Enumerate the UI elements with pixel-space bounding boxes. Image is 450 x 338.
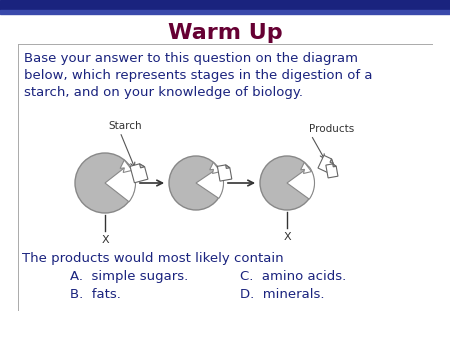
Wedge shape bbox=[105, 164, 135, 202]
Polygon shape bbox=[330, 159, 333, 164]
Text: C.  amino acids.: C. amino acids. bbox=[240, 270, 346, 283]
Text: X: X bbox=[101, 235, 109, 245]
Text: D.  minerals.: D. minerals. bbox=[240, 288, 324, 301]
Polygon shape bbox=[318, 155, 333, 173]
Polygon shape bbox=[217, 165, 232, 181]
Polygon shape bbox=[120, 160, 132, 172]
Wedge shape bbox=[196, 168, 224, 198]
Text: Products: Products bbox=[309, 124, 354, 134]
Polygon shape bbox=[301, 162, 311, 173]
Text: Base your answer to this question on the diagram
below, which represents stages : Base your answer to this question on the… bbox=[24, 52, 373, 99]
Bar bbox=[0, 10, 450, 14]
Text: A.  simple sugars.: A. simple sugars. bbox=[70, 270, 188, 283]
Polygon shape bbox=[326, 164, 338, 178]
Polygon shape bbox=[130, 164, 148, 183]
Text: Starch: Starch bbox=[108, 121, 142, 131]
Polygon shape bbox=[210, 162, 220, 173]
Circle shape bbox=[75, 153, 135, 213]
Bar bbox=[0, 0, 450, 10]
Polygon shape bbox=[140, 164, 144, 168]
Circle shape bbox=[260, 156, 314, 210]
Text: X: X bbox=[283, 232, 291, 242]
Text: Warm Up: Warm Up bbox=[168, 23, 282, 43]
Text: B.  fats.: B. fats. bbox=[70, 288, 121, 301]
Polygon shape bbox=[225, 165, 230, 168]
Polygon shape bbox=[333, 164, 336, 167]
Wedge shape bbox=[287, 167, 315, 199]
Circle shape bbox=[169, 156, 223, 210]
Text: The products would most likely contain: The products would most likely contain bbox=[22, 252, 284, 265]
